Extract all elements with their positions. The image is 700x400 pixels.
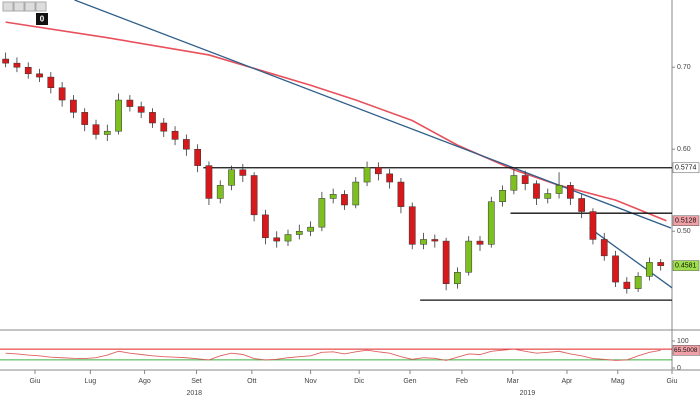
candle-body <box>228 169 235 186</box>
x-tick-label: Mag <box>611 378 625 385</box>
candle-body <box>487 201 495 245</box>
candle-body <box>2 58 10 64</box>
indicator-line <box>5 348 661 361</box>
value-label-box <box>672 345 700 356</box>
x-tick-label: Lug <box>85 378 97 385</box>
candle-body <box>250 175 258 216</box>
x-tick-label: Giu <box>30 378 41 385</box>
candle-body <box>634 276 642 289</box>
candle-body <box>566 185 574 199</box>
candle-body <box>612 255 619 283</box>
candle-body <box>103 130 111 135</box>
candle-body <box>397 181 405 207</box>
candle-body <box>239 169 247 176</box>
x-tick-label: Apr <box>562 378 574 385</box>
candle-body <box>555 185 563 194</box>
candle-body <box>646 262 653 277</box>
candle-body <box>284 234 292 242</box>
x-tick-label: Gen <box>403 378 416 385</box>
candle-body <box>24 66 32 75</box>
count-text: 0 <box>40 15 45 24</box>
price-label-box <box>672 260 700 271</box>
candle-body <box>544 193 552 199</box>
year-label: 2019 <box>520 390 536 397</box>
value-label: 65.5008 <box>674 347 698 354</box>
candle-body <box>454 271 461 284</box>
x-tick-label: Dic <box>354 378 365 385</box>
y-tick-label: 100 <box>677 338 689 345</box>
candle-body <box>578 198 586 212</box>
candle-body <box>420 239 427 245</box>
candle-body <box>182 139 190 150</box>
candle-body <box>36 73 43 78</box>
candle-body <box>81 112 89 125</box>
x-tick-label: Giu <box>667 378 678 385</box>
x-tick-label: Ago <box>138 378 151 385</box>
candle-body <box>363 167 371 183</box>
candle-body <box>137 106 145 113</box>
candle-body <box>149 112 156 124</box>
price-label: 0.5774 <box>675 165 697 172</box>
candle-body <box>408 206 416 245</box>
y-tick-label: 0.70 <box>677 64 691 71</box>
toolbar-button[interactable] <box>13 1 25 12</box>
candle-body <box>273 237 281 242</box>
candle-body <box>499 189 506 202</box>
price-label: 0.5128 <box>675 218 697 225</box>
toolbar-button[interactable] <box>2 1 14 12</box>
candle-body <box>533 183 540 199</box>
candle-body <box>13 62 21 68</box>
candle-body <box>126 99 134 107</box>
candle-body <box>47 76 55 88</box>
y-tick-label: 0 <box>677 365 681 372</box>
toolbar-button[interactable] <box>35 1 47 12</box>
candle-body <box>600 239 608 257</box>
x-tick-label: Nov <box>304 378 317 385</box>
candle-body <box>352 181 360 206</box>
candle-body <box>216 185 224 199</box>
candle-body <box>341 194 348 206</box>
x-tick-label: Mar <box>507 378 520 385</box>
candle-body <box>295 230 303 235</box>
candle-body <box>442 240 450 284</box>
candle-body <box>307 226 314 232</box>
candle-body <box>431 239 439 242</box>
candle-body <box>205 165 213 199</box>
candle-body <box>262 214 269 239</box>
x-tick-label: Set <box>191 378 202 385</box>
year-label: 2018 <box>186 390 202 397</box>
candle-body <box>194 148 202 166</box>
price-label-box <box>672 215 700 226</box>
candle-body <box>465 240 473 273</box>
toolbar-button[interactable] <box>24 1 36 12</box>
candle-body <box>171 130 179 140</box>
candle-body <box>160 122 168 132</box>
count-badge <box>36 13 48 25</box>
candle-body <box>521 175 529 184</box>
trend-line <box>589 227 673 289</box>
candle-body <box>92 124 100 135</box>
price-label-box <box>672 162 700 174</box>
moving-average <box>5 21 667 222</box>
x-tick-label: Ott <box>247 378 256 385</box>
price-label: 0.4581 <box>675 262 697 269</box>
candle-body <box>589 211 597 240</box>
candle-body <box>623 281 631 289</box>
y-tick-label: 0.50 <box>677 228 691 235</box>
candle-body <box>386 173 394 183</box>
candle-body <box>58 87 66 101</box>
x-tick-label: Feb <box>456 378 468 385</box>
candle-body <box>510 175 518 191</box>
toolbar: 0 <box>2 1 48 25</box>
candle-body <box>70 99 77 113</box>
candle-body <box>318 198 326 228</box>
candle-body <box>657 262 665 266</box>
y-tick-label: 0.60 <box>677 146 691 153</box>
candle-body <box>476 240 484 245</box>
candle-body <box>115 99 122 132</box>
candle-body <box>374 167 382 175</box>
candle-body <box>329 194 337 199</box>
